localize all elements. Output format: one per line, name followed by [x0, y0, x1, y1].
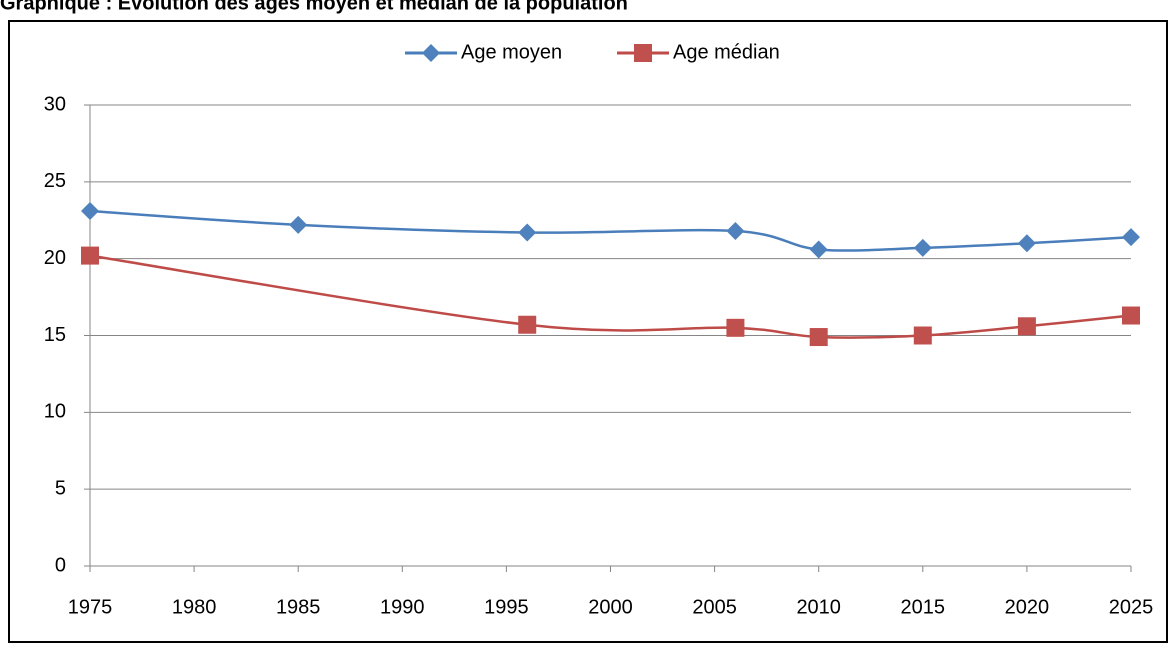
chart-title: Graphique : Evolution des âges moyen et …: [0, 0, 628, 14]
marker: [809, 240, 828, 259]
marker: [518, 223, 537, 242]
x-tick-label: 2025: [1109, 596, 1154, 618]
marker: [1122, 228, 1140, 247]
chart-border: [8, 20, 1168, 643]
y-tick-label: 5: [55, 477, 66, 499]
marker: [289, 215, 308, 234]
x-tick-label: 2005: [692, 596, 737, 618]
x-tick-label: 2000: [588, 596, 633, 618]
marker: [809, 328, 828, 347]
y-tick-label: 10: [44, 401, 66, 423]
marker: [913, 326, 932, 345]
marker: [1122, 306, 1140, 325]
marker: [913, 238, 932, 257]
marker: [726, 318, 745, 337]
x-tick-label: 1990: [380, 596, 425, 618]
x-tick-label: 2015: [901, 596, 946, 618]
marker: [1017, 234, 1036, 253]
x-tick-label: 1995: [484, 596, 529, 618]
x-tick-label: 1975: [68, 596, 113, 618]
y-tick-label: 25: [44, 170, 66, 192]
legend-label: Age moyen: [461, 41, 562, 63]
legend-marker: [634, 44, 652, 62]
series-line: [89, 254, 1132, 339]
y-tick-label: 15: [44, 324, 66, 346]
y-tick-label: 20: [44, 247, 66, 269]
marker: [1017, 317, 1036, 336]
x-tick-label: 2010: [796, 596, 841, 618]
marker: [81, 246, 99, 265]
x-tick-label: 1985: [276, 596, 321, 618]
marker: [81, 202, 99, 221]
legend-marker: [422, 44, 440, 62]
legend-label: Age médian: [673, 41, 780, 63]
marker: [518, 315, 537, 334]
y-tick-label: 30: [44, 93, 66, 115]
x-tick-label: 1980: [172, 596, 217, 618]
x-tick-label: 2020: [1005, 596, 1050, 618]
marker: [726, 222, 745, 241]
y-tick-label: 0: [55, 554, 66, 576]
